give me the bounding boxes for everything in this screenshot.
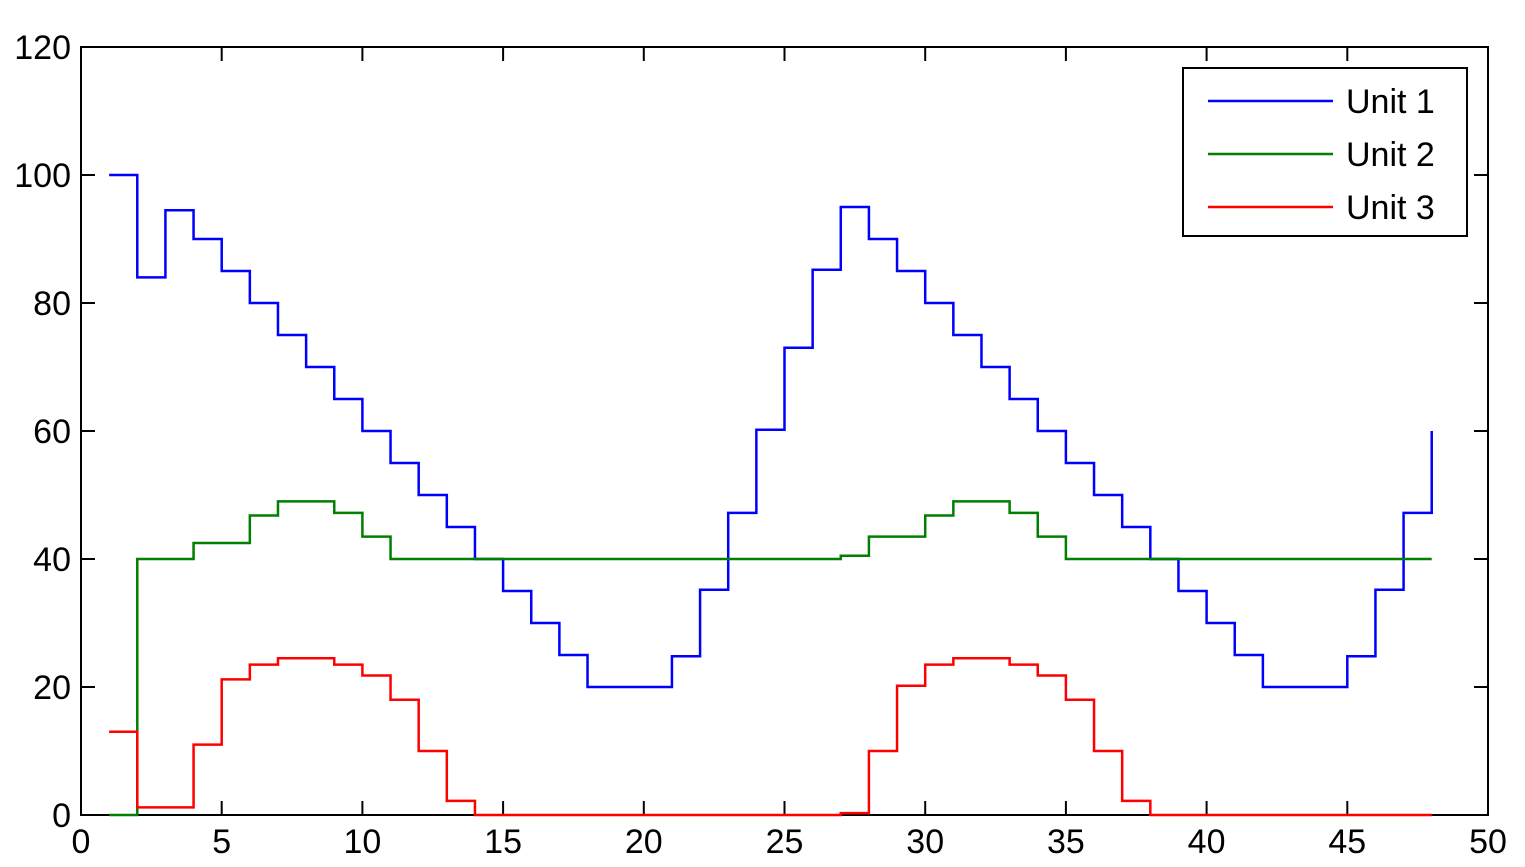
y-tick-label: 40 bbox=[33, 541, 71, 579]
x-tick-label: 25 bbox=[766, 823, 804, 861]
legend-label: Unit 1 bbox=[1346, 83, 1435, 121]
axis-tick-labels: 0 5 10 15 20 25 30 35 40 45 50 0 20 40 60 80 100 120 bbox=[14, 29, 1507, 861]
legend-label: Unit 2 bbox=[1346, 136, 1435, 174]
axis-ticks bbox=[80, 46, 1489, 816]
x-tick-label: 45 bbox=[1328, 823, 1366, 861]
legend-label: Unit 3 bbox=[1346, 189, 1435, 227]
x-tick-label: 0 bbox=[72, 823, 91, 861]
y-tick-label: 120 bbox=[14, 29, 71, 67]
x-tick-label: 20 bbox=[625, 823, 663, 861]
series-line-unit-1 bbox=[109, 173, 1433, 689]
y-tick-label: 20 bbox=[33, 669, 71, 707]
x-tick-label: 50 bbox=[1469, 823, 1507, 861]
x-tick-label: 15 bbox=[484, 823, 522, 861]
x-tick-label: 40 bbox=[1188, 823, 1226, 861]
x-tick-label: 35 bbox=[1047, 823, 1085, 861]
x-tick-label: 10 bbox=[343, 823, 381, 861]
x-tick-label: 5 bbox=[212, 823, 231, 861]
y-tick-label: 0 bbox=[52, 797, 71, 835]
y-tick-label: 80 bbox=[33, 285, 71, 323]
x-tick-label: 30 bbox=[906, 823, 944, 861]
y-tick-label: 100 bbox=[14, 157, 71, 195]
series-line-unit-2 bbox=[109, 500, 1432, 817]
series-line-unit-3 bbox=[109, 656, 1432, 817]
series-lines bbox=[109, 173, 1433, 817]
y-tick-label: 60 bbox=[33, 413, 71, 451]
legend: Unit 1 Unit 2 Unit 3 bbox=[1182, 67, 1468, 237]
